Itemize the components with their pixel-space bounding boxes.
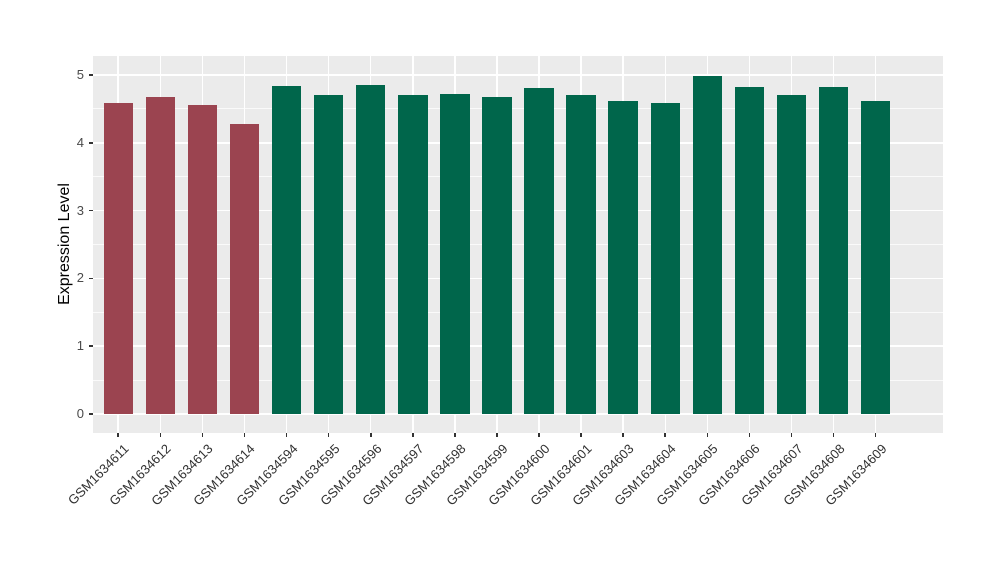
y-tick-label: 4 xyxy=(76,134,84,150)
bar-GSM1634606 xyxy=(734,86,765,414)
gridline-minor-horizontal xyxy=(93,379,943,381)
gridline-minor-horizontal xyxy=(93,244,943,245)
x-tick-mark xyxy=(538,433,540,437)
x-tick-mark xyxy=(748,433,751,437)
bar-GSM1634594 xyxy=(271,85,302,414)
bar-GSM1634611 xyxy=(103,103,133,414)
bar-GSM1634601 xyxy=(566,95,596,414)
bar-GSM1634608 xyxy=(818,87,849,414)
bar-GSM1634614 xyxy=(229,124,260,414)
bar-GSM1634599 xyxy=(482,97,512,414)
bar-GSM1634598 xyxy=(440,93,470,414)
x-tick-mark xyxy=(622,433,624,437)
bar-GSM1634595 xyxy=(313,95,344,414)
y-tick-mark xyxy=(88,277,93,280)
x-tick-mark xyxy=(496,433,498,437)
y-tick-mark xyxy=(88,74,93,76)
bar-GSM1634596 xyxy=(355,85,386,414)
x-tick-mark xyxy=(201,433,204,437)
bar-GSM1634612 xyxy=(145,97,176,414)
x-tick-mark xyxy=(580,433,582,437)
bar-GSM1634605 xyxy=(692,75,723,414)
bar-GSM1634603 xyxy=(608,101,638,414)
x-tick-mark xyxy=(327,433,330,437)
x-tick-mark xyxy=(706,433,709,437)
bar-GSM1634609 xyxy=(860,101,891,414)
x-tick-mark xyxy=(664,433,667,437)
y-tick-mark xyxy=(88,345,93,347)
gridline-minor-horizontal xyxy=(93,176,943,178)
x-tick-mark xyxy=(243,433,246,437)
gridline-major-horizontal xyxy=(93,209,943,212)
x-tick-mark xyxy=(454,433,456,437)
gridline-major-horizontal xyxy=(93,142,943,144)
y-axis-title: Expression Level xyxy=(56,183,73,305)
x-tick-mark xyxy=(412,433,414,437)
x-tick-mark xyxy=(159,433,162,437)
x-tick-mark xyxy=(117,433,120,437)
plot-panel xyxy=(93,56,943,433)
gridline-major-horizontal xyxy=(93,74,943,76)
y-tick-mark xyxy=(88,209,93,212)
gridline-minor-horizontal xyxy=(93,311,943,313)
x-tick-mark xyxy=(369,433,372,437)
y-tick-label: 5 xyxy=(76,66,84,82)
gridline-major-horizontal xyxy=(93,413,943,415)
y-tick-label: 0 xyxy=(76,406,84,421)
y-tick-label: 2 xyxy=(76,270,84,286)
x-tick-mark xyxy=(874,433,877,437)
x-tick-mark xyxy=(285,433,288,437)
bar-GSM1634604 xyxy=(650,103,680,414)
bar-GSM1634600 xyxy=(524,87,554,414)
gridline-minor-horizontal xyxy=(93,108,943,110)
bar-GSM1634597 xyxy=(398,94,428,414)
gridline-major-horizontal xyxy=(93,345,943,347)
bar-GSM1634607 xyxy=(776,95,807,414)
x-tick-mark xyxy=(832,433,835,437)
bar-GSM1634613 xyxy=(187,104,218,414)
y-tick-mark xyxy=(88,141,93,144)
y-tick-label: 1 xyxy=(76,338,84,354)
y-tick-label: 3 xyxy=(76,202,84,218)
x-tick-mark xyxy=(790,433,793,437)
y-tick-mark xyxy=(88,413,93,415)
gridline-major-horizontal xyxy=(93,277,943,280)
